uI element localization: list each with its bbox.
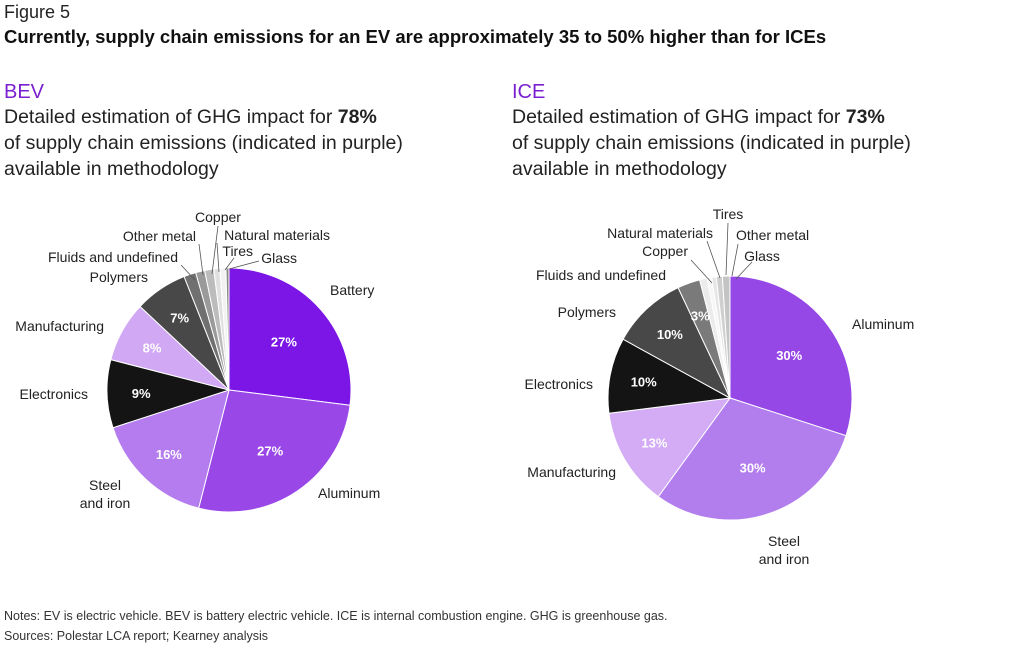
bev-leader-other-metal <box>198 243 204 276</box>
ice-category-label-natural-materials: Natural materials <box>607 225 713 241</box>
ice-desc-line2: of supply chain emissions (indicated in … <box>512 132 911 154</box>
ice-value-label-aluminum: 30% <box>776 348 802 363</box>
ice-category-label-other-metal: Other metal <box>736 227 809 243</box>
bev-desc-percent: 78% <box>337 106 377 128</box>
ice-description: Detailed estimation of GHG impact for 73… <box>512 104 1012 182</box>
bev-slice-steel-and-iron <box>112 389 230 509</box>
bev-pie <box>106 267 352 513</box>
figure-title: Currently, supply chain emissions for an… <box>4 26 827 47</box>
ice-category-label-polymers: Polymers <box>558 304 616 320</box>
ice-value-label-steel-and-iron: 30% <box>740 461 766 476</box>
bev-category-label-polymers: Polymers <box>90 269 148 285</box>
notes-text: Notes: EV is electric vehicle. BEV is ba… <box>4 609 668 623</box>
bev-header: BEV Detailed estimation of GHG impact fo… <box>4 80 504 182</box>
ice-value-label-manufacturing: 13% <box>641 436 667 451</box>
ice-category-label-aluminum: Aluminum <box>852 316 914 332</box>
ice-slice-steel-and-iron <box>657 397 847 521</box>
bev-value-label-battery: 27% <box>271 335 297 350</box>
bev-leader-copper <box>211 225 219 275</box>
ice-desc-percent: 73% <box>845 106 885 128</box>
ice-header: ICE Detailed estimation of GHG impact fo… <box>512 80 1012 182</box>
ice-value-label-electronics: 10% <box>631 375 657 390</box>
bev-desc-line3: available in methodology <box>4 158 219 180</box>
ice-value-label-fluids-and-undefined: 3% <box>691 308 710 323</box>
ice-category-label-copper: Copper <box>642 243 688 259</box>
ice-category-label-glass: Glass <box>744 248 780 264</box>
bev-value-label-polymers: 7% <box>170 310 189 325</box>
bev-description: Detailed estimation of GHG impact for 78… <box>4 104 504 182</box>
pie-charts: 27% Battery 27% Aluminum 16% Steel and iron 9% E… <box>15 206 914 567</box>
bev-category-label-battery: Battery <box>330 282 374 298</box>
ice-value-label-polymers: 10% <box>657 327 683 342</box>
ice-slice-manufacturing <box>608 397 732 498</box>
ice-slice-glass <box>721 275 731 399</box>
ice-leader-other-metal <box>731 243 739 277</box>
ice-slice-electronics <box>607 338 732 414</box>
bev-slice-battery <box>228 267 352 406</box>
bev-category-label-fluids-and-undefined: Fluids and undefined <box>48 249 178 265</box>
ice-category-label-tires: Tires <box>713 206 744 222</box>
bev-leader-fluids-and-undefined <box>180 264 196 281</box>
ice-slice-polymers <box>622 286 732 400</box>
ice-panel-name: ICE <box>512 81 546 103</box>
bev-value-label-steel-and-iron: 16% <box>156 447 182 462</box>
ice-slice-aluminum <box>729 275 853 437</box>
bev-category-label-electronics: Electronics <box>20 386 88 402</box>
bev-category-label-other-metal: Other metal <box>123 228 196 244</box>
bev-slice-aluminum <box>198 389 351 513</box>
ice-category-label-fluids-and-undefined: Fluids and undefined <box>536 267 666 283</box>
ice-pie <box>607 275 853 521</box>
bev-value-label-electronics: 9% <box>132 386 151 401</box>
bev-category-label-aluminum: Aluminum <box>318 485 380 501</box>
ice-desc-line3: available in methodology <box>512 158 727 180</box>
ice-leader-natural-materials <box>706 240 721 279</box>
bev-desc-text: Detailed estimation of GHG impact for <box>4 106 338 128</box>
bev-category-label-manufacturing: Manufacturing <box>15 318 104 334</box>
bev-leader-tires <box>224 257 235 271</box>
bev-value-label-manufacturing: 8% <box>143 341 162 356</box>
bev-category-label-steel-and-iron: Steel and iron <box>80 477 131 511</box>
notes-block: Notes: EV is electric vehicle. BEV is ba… <box>4 606 668 646</box>
bev-leader-glass <box>228 260 260 270</box>
ice-leader-glass <box>735 261 753 280</box>
bev-category-label-natural-materials: Natural materials <box>224 227 330 243</box>
bev-leader-natural-materials <box>216 242 220 273</box>
ice-desc-text: Detailed estimation of GHG impact for <box>512 106 846 128</box>
ice-leader-tires <box>725 222 729 276</box>
bev-panel-name: BEV <box>4 81 45 103</box>
ice-category-label-manufacturing: Manufacturing <box>527 464 616 480</box>
ice-category-label-electronics: Electronics <box>525 376 593 392</box>
bev-value-label-aluminum: 27% <box>257 444 283 459</box>
sources-text: Sources: Polestar LCA report; Kearney an… <box>4 629 269 643</box>
ice-leader-copper <box>690 259 713 284</box>
ice-category-label-steel-and-iron: Steel and iron <box>759 533 810 567</box>
figure-label: Figure 5 <box>4 2 71 22</box>
bev-desc-line2: of supply chain emissions (indicated in … <box>4 132 403 154</box>
bev-category-label-tires: Tires <box>222 243 253 259</box>
bev-slice-glass <box>225 267 230 391</box>
bev-category-label-glass: Glass <box>261 250 297 266</box>
bev-category-label-copper: Copper <box>195 209 241 225</box>
